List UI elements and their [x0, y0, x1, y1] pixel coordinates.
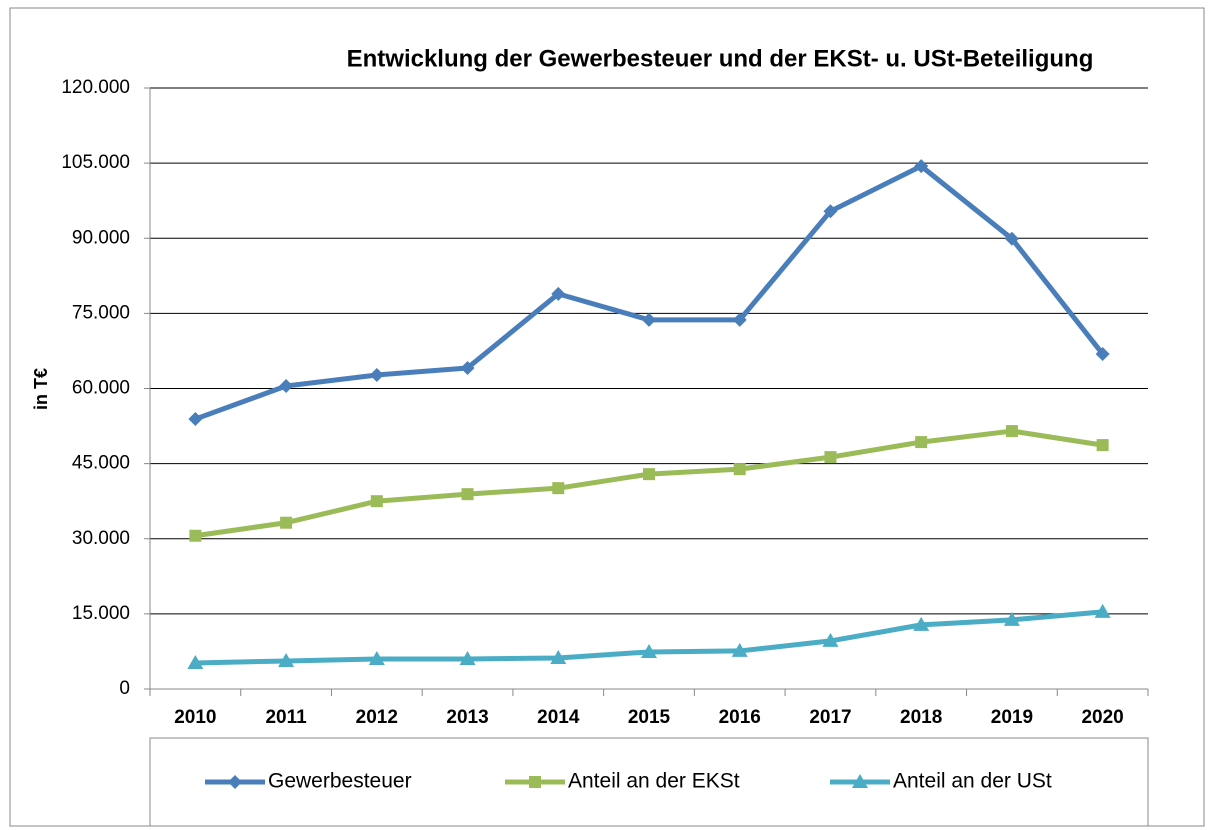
x-tick-label: 2020 — [1081, 707, 1123, 728]
x-tick-label: 2013 — [446, 707, 488, 728]
y-tick-label: 120.000 — [61, 77, 130, 98]
x-tick-label: 2018 — [900, 707, 942, 728]
legend-marker — [529, 776, 541, 788]
data-point — [187, 654, 204, 669]
y-tick-label: 75.000 — [72, 302, 130, 323]
data-point — [279, 378, 294, 393]
data-point — [551, 286, 566, 301]
data-point — [461, 488, 474, 501]
x-tick-label: 2015 — [628, 707, 671, 728]
y-tick-label: 30.000 — [72, 528, 130, 549]
data-point — [189, 529, 202, 542]
data-point — [913, 616, 930, 631]
legend-box — [149, 737, 1149, 827]
data-point — [822, 632, 839, 647]
chart-title: Entwicklung der Gewerbesteuer und der EK… — [347, 45, 1094, 72]
chart-border — [9, 7, 1205, 827]
y-tick-label: 0 — [119, 678, 130, 699]
data-point — [914, 159, 929, 174]
data-point — [824, 451, 837, 464]
y-tick-label: 60.000 — [72, 378, 130, 399]
x-tick-label: 2010 — [174, 707, 216, 728]
data-point — [823, 204, 838, 219]
legend-marker — [228, 775, 242, 789]
y-tick-label: 15.000 — [72, 603, 130, 624]
data-point — [459, 650, 476, 665]
x-tick-label: 2019 — [991, 707, 1033, 728]
data-point — [1095, 346, 1110, 361]
data-point — [731, 642, 748, 657]
data-point — [642, 312, 656, 327]
data-point — [460, 360, 475, 375]
y-tick-label: 105.000 — [61, 152, 130, 173]
x-tick-label: 2017 — [809, 707, 851, 728]
data-point — [733, 463, 746, 476]
x-tick-label: 2011 — [265, 707, 307, 728]
data-point — [1096, 439, 1109, 452]
data-point — [643, 468, 655, 481]
data-point — [550, 649, 567, 664]
data-point — [369, 367, 384, 382]
data-point — [732, 312, 747, 327]
data-point — [1094, 603, 1111, 618]
legend-label: Anteil an der EKSt — [568, 770, 740, 793]
data-point — [280, 516, 293, 529]
x-tick-label: 2014 — [537, 707, 580, 728]
y-axis-label: in T€ — [31, 368, 51, 410]
data-point — [1005, 425, 1018, 438]
y-tick-label: 90.000 — [72, 227, 130, 248]
x-tick-label: 2012 — [356, 707, 398, 728]
legend-label: Gewerbesteuer — [268, 770, 412, 793]
data-point — [368, 650, 385, 665]
data-point — [1003, 611, 1020, 626]
data-point — [1004, 231, 1019, 246]
y-tick-label: 45.000 — [72, 453, 130, 474]
data-point — [370, 495, 383, 508]
data-point — [915, 436, 928, 449]
data-point — [641, 643, 657, 658]
data-point — [552, 482, 565, 495]
legend-label: Anteil an der USt — [893, 770, 1052, 793]
x-tick-label: 2016 — [719, 707, 761, 728]
data-point — [188, 412, 203, 427]
data-point — [278, 652, 295, 667]
legend-marker — [852, 774, 868, 788]
